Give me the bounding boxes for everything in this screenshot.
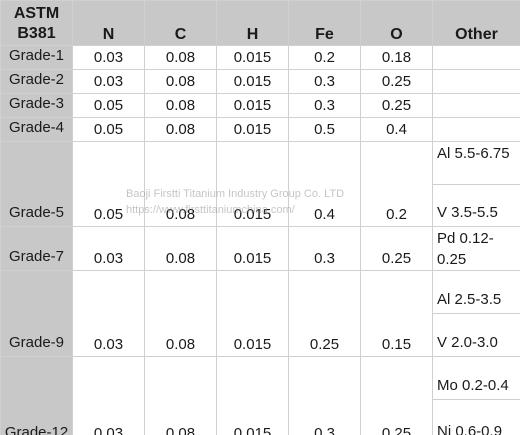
header-n: N (72, 0, 145, 46)
table-row: Grade-4 0.05 0.08 0.015 0.5 0.4 (0, 117, 520, 142)
cell-o: 0.25 (360, 226, 433, 271)
cell-fe: 0.3 (288, 356, 361, 435)
header-other: Other (432, 0, 520, 46)
cell-n: 0.05 (72, 141, 145, 227)
cell-c: 0.08 (144, 356, 217, 435)
cell-h: 0.015 (216, 117, 289, 142)
cell-h: 0.015 (216, 45, 289, 70)
grade-label: Grade-7 (0, 226, 73, 271)
cell-other-al: Al 2.5-3.5 (432, 270, 520, 314)
cell-o: 0.18 (360, 45, 433, 70)
grade-label: Grade-2 (0, 69, 73, 94)
table-row: Grade-2 0.03 0.08 0.015 0.3 0.25 (0, 69, 520, 94)
cell-o: 0.25 (360, 69, 433, 94)
cell-fe: 0.25 (288, 270, 361, 357)
cell-h: 0.015 (216, 270, 289, 357)
cell-c: 0.08 (144, 93, 217, 118)
table-row: Grade-3 0.05 0.08 0.015 0.3 0.25 (0, 93, 520, 118)
cell-other (432, 69, 520, 94)
header-row: ASTM B381 N C H Fe O Other (0, 0, 520, 46)
cell-n: 0.03 (72, 69, 145, 94)
cell-c: 0.08 (144, 226, 217, 271)
table-row: Grade-5 0.05 0.08 0.015 0.4 0.2 Al 5.5-6… (0, 141, 520, 227)
cell-other-ni: Ni 0.6-0.9 (432, 399, 520, 435)
cell-n: 0.03 (72, 45, 145, 70)
header-h: H (216, 0, 289, 46)
cell-n: 0.03 (72, 356, 145, 435)
cell-h: 0.015 (216, 356, 289, 435)
cell-c: 0.08 (144, 117, 217, 142)
cell-other (432, 93, 520, 118)
cell-other-pd: Pd 0.12-0.25 (432, 226, 520, 271)
header-c: C (144, 0, 217, 46)
cell-h: 0.015 (216, 226, 289, 271)
cell-h: 0.015 (216, 93, 289, 118)
table-subrow: V 3.5-5.5 (1, 184, 520, 227)
grade-label: Grade-1 (0, 45, 73, 70)
cell-c: 0.08 (144, 141, 217, 227)
cell-other-v: V 2.0-3.0 (432, 313, 520, 357)
cell-fe: 0.4 (288, 141, 361, 227)
cell-other-al: Al 5.5-6.75 (432, 141, 520, 185)
grade-label: Grade-4 (0, 117, 73, 142)
cell-o: 0.4 (360, 117, 433, 142)
header-standard: ASTM B381 (0, 0, 73, 46)
header-standard-line2: B381 (17, 25, 56, 42)
table-subrow: V 2.0-3.0 (1, 313, 520, 357)
grade-label: Grade-12 (0, 356, 73, 435)
grade-label: Grade-3 (0, 93, 73, 118)
cell-o: 0.25 (360, 356, 433, 435)
cell-n: 0.03 (72, 226, 145, 271)
header-fe: Fe (288, 0, 361, 46)
cell-other-mo: Mo 0.2-0.4 (432, 356, 520, 400)
grade-label: Grade-5 (0, 141, 73, 227)
header-o: O (360, 0, 433, 46)
cell-other-v: V 3.5-5.5 (432, 184, 520, 227)
cell-fe: 0.3 (288, 93, 361, 118)
cell-c: 0.08 (144, 69, 217, 94)
cell-n: 0.03 (72, 270, 145, 357)
cell-n: 0.05 (72, 117, 145, 142)
cell-fe: 0.5 (288, 117, 361, 142)
grade-label: Grade-9 (0, 270, 73, 357)
cell-c: 0.08 (144, 45, 217, 70)
cell-o: 0.25 (360, 93, 433, 118)
cell-fe: 0.3 (288, 69, 361, 94)
cell-other (432, 117, 520, 142)
cell-fe: 0.3 (288, 226, 361, 271)
cell-c: 0.08 (144, 270, 217, 357)
cell-h: 0.015 (216, 141, 289, 227)
cell-n: 0.05 (72, 93, 145, 118)
cell-fe: 0.2 (288, 45, 361, 70)
table-row: Grade-12 0.03 0.08 0.015 0.3 0.25 Mo 0.2… (0, 356, 520, 435)
cell-h: 0.015 (216, 69, 289, 94)
table-row: Grade-7 0.03 0.08 0.015 0.3 0.25 Pd 0.12… (0, 226, 520, 271)
table-row: Grade-1 0.03 0.08 0.015 0.2 0.18 (0, 45, 520, 70)
cell-o: 0.15 (360, 270, 433, 357)
cell-o: 0.2 (360, 141, 433, 227)
table-row: Grade-9 0.03 0.08 0.015 0.25 0.15 Al 2.5… (0, 270, 520, 357)
cell-other (432, 45, 520, 70)
header-standard-line1: ASTM (13, 5, 60, 22)
